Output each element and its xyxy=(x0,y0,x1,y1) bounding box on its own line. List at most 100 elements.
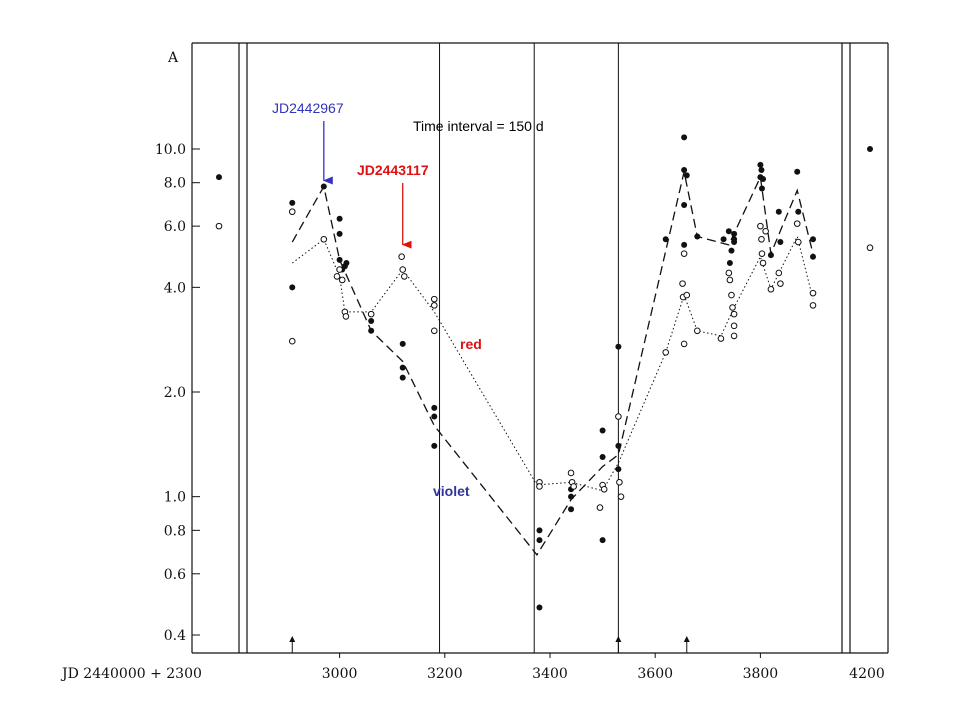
open-point xyxy=(338,276,346,284)
open-point xyxy=(430,295,438,303)
open-point xyxy=(717,335,725,342)
filled-point xyxy=(767,252,774,259)
filled-point xyxy=(758,167,765,174)
filled-point xyxy=(216,174,222,181)
filled-point xyxy=(289,199,296,206)
open-point xyxy=(809,302,817,309)
data-points xyxy=(288,134,817,611)
open-point xyxy=(866,244,874,252)
y-tick-label: 4.0 xyxy=(164,280,186,296)
y-tick-label: 2.0 xyxy=(164,385,186,401)
open-point xyxy=(288,208,296,216)
filled-point xyxy=(681,134,688,141)
filled-point xyxy=(599,427,606,434)
x-tick-label: 3000 xyxy=(322,666,358,682)
open-point xyxy=(662,349,670,356)
open-point xyxy=(288,337,296,345)
filled-point xyxy=(536,604,543,611)
open-point xyxy=(680,340,688,348)
filled-point xyxy=(320,183,327,190)
open-point xyxy=(794,238,802,246)
y-tick-label: 6.0 xyxy=(164,219,186,235)
open-point xyxy=(320,235,328,243)
open-point xyxy=(617,493,625,500)
y-tick-label: 0.8 xyxy=(164,523,186,539)
filled-point xyxy=(399,374,406,381)
open-point xyxy=(336,266,343,273)
open-point xyxy=(596,504,604,511)
arrow-tick-head xyxy=(289,636,296,642)
x-tick-label: 3200 xyxy=(427,666,463,682)
open-point xyxy=(567,469,575,477)
filled-point xyxy=(795,208,802,215)
filled-point xyxy=(681,202,688,209)
outer-points xyxy=(215,146,874,252)
y-axis-label: A xyxy=(167,50,179,66)
open-point xyxy=(730,322,738,330)
open-point xyxy=(726,276,734,284)
filled-point xyxy=(758,185,765,192)
filled-point xyxy=(731,230,738,237)
filled-point xyxy=(431,413,438,420)
filled-point xyxy=(599,537,606,544)
x-axis-label: JD 2440000 + 2300 xyxy=(60,666,202,682)
filled-point xyxy=(289,284,296,291)
open-point xyxy=(775,269,783,277)
filled-point xyxy=(343,259,350,266)
filled-point xyxy=(431,404,438,411)
open-point xyxy=(730,310,738,318)
arrow-tick-head xyxy=(683,636,690,642)
y-tick-label: 0.4 xyxy=(164,628,186,644)
open-point xyxy=(570,483,577,490)
open-point xyxy=(398,253,405,261)
open-point xyxy=(680,250,688,257)
open-point xyxy=(767,285,775,293)
open-point xyxy=(679,280,686,287)
x-axis: 3000 3200 3400 3600 3800 xyxy=(322,653,778,682)
open-point xyxy=(762,227,769,235)
open-point xyxy=(536,483,543,490)
filled-point xyxy=(775,208,782,215)
open-point xyxy=(615,413,622,420)
open-point xyxy=(758,250,766,257)
filled-point xyxy=(683,172,690,179)
filled-point xyxy=(615,343,622,350)
filled-point xyxy=(728,247,735,254)
filled-point xyxy=(662,236,669,243)
open-point xyxy=(729,304,736,311)
filled-point xyxy=(777,239,784,246)
open-point xyxy=(759,259,767,267)
x-tick-label: 3800 xyxy=(743,666,779,682)
filled-point xyxy=(810,236,816,243)
red-series-label: red xyxy=(460,336,482,352)
open-point xyxy=(757,222,764,230)
filled-point xyxy=(536,537,543,544)
open-point xyxy=(400,273,408,280)
open-point xyxy=(683,291,691,299)
filled-point xyxy=(615,442,622,449)
open-point xyxy=(342,313,350,320)
x-tick-label: 3400 xyxy=(532,666,568,682)
filled-point xyxy=(731,239,738,246)
open-point xyxy=(725,269,733,277)
filled-point xyxy=(368,318,375,325)
open-point xyxy=(430,302,438,309)
open-point xyxy=(616,478,623,486)
arrow-ticks xyxy=(289,636,690,653)
y-tick-label: 8.0 xyxy=(164,176,186,192)
filled-point xyxy=(681,167,688,174)
open-point xyxy=(793,220,801,227)
open-point xyxy=(728,291,735,299)
filled-point xyxy=(568,506,575,513)
filled-point xyxy=(725,228,732,235)
filled-point xyxy=(399,364,406,371)
filled-point xyxy=(399,340,406,347)
filled-point xyxy=(568,493,575,500)
filled-point xyxy=(694,233,701,240)
filled-point xyxy=(810,253,816,260)
y-tick-label: 10.0 xyxy=(155,142,186,158)
jd-label-2: JD2443117 xyxy=(357,162,429,178)
filled-point xyxy=(336,230,343,237)
open-point xyxy=(600,485,608,493)
